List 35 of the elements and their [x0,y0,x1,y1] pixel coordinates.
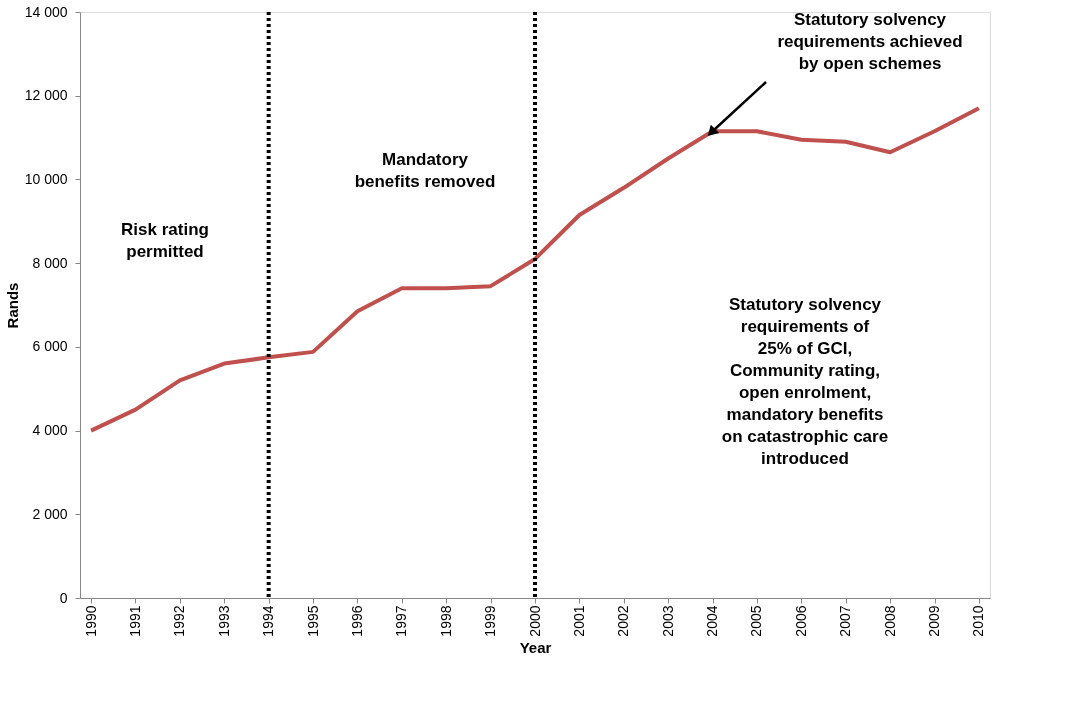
y-tick-label: 14 000 [24,3,68,20]
x-tick-label: 2002 [615,605,632,637]
x-tick-label: 2000 [526,605,543,637]
x-tick-label: 2008 [881,605,898,637]
x-tick-label: 1992 [171,605,188,637]
x-tick-label: 2005 [748,605,765,637]
y-tick-label: 0 [59,589,68,606]
x-tick-label: 2007 [837,605,854,637]
x-tick-label: 2009 [926,605,943,637]
y-tick-label: 12 000 [24,87,68,104]
y-tick-label: 2 000 [32,505,68,522]
annotation: Risk rating permitted [121,220,209,261]
x-tick-label: 1993 [215,605,232,637]
x-tick-label: 1995 [304,605,321,637]
annotation: Statutory solvency requirements of 25% of GCI, Community rating, open enrolment, mandatory benefits on catastrophic care introduced [721,295,889,468]
x-tick-label: 2004 [704,605,721,637]
annotation: Mandatory benefits removed [354,150,496,191]
x-tick-label: 1997 [393,605,410,637]
x-tick-label: 2003 [659,605,676,637]
y-tick-label: 10 000 [24,170,68,187]
y-tick-label: 4 000 [32,422,68,439]
x-tick-label: 1998 [437,605,454,637]
x-tick-label: 1991 [126,605,143,637]
x-tick-label: 2001 [570,605,587,637]
x-tick-label: 1999 [482,605,499,637]
annotation: Statutory solvency requirements achieved by open schemes [777,10,963,73]
y-tick-label: 6 000 [32,338,68,355]
x-tick-label: 1990 [82,605,99,637]
y-axis-title: Rands [3,282,21,329]
x-tick-label: 2010 [970,605,987,637]
x-tick-label: 1994 [260,605,277,637]
x-axis-title: Year [519,638,552,656]
y-tick-label: 8 000 [32,254,68,271]
x-tick-label: 1996 [348,605,365,637]
x-tick-label: 2006 [792,605,809,637]
